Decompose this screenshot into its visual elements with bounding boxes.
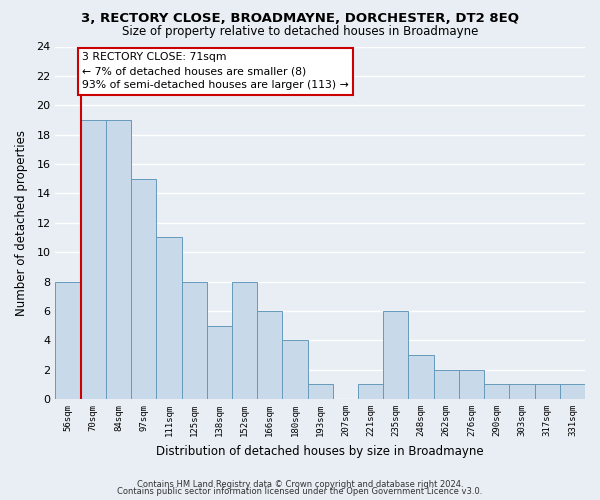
Bar bbox=[535, 384, 560, 399]
Bar bbox=[232, 282, 257, 399]
Text: 3 RECTORY CLOSE: 71sqm
← 7% of detached houses are smaller (8)
93% of semi-detac: 3 RECTORY CLOSE: 71sqm ← 7% of detached … bbox=[82, 52, 349, 90]
Text: Contains public sector information licensed under the Open Government Licence v3: Contains public sector information licen… bbox=[118, 487, 482, 496]
Bar bbox=[409, 355, 434, 399]
Bar bbox=[308, 384, 333, 399]
Bar bbox=[383, 311, 409, 399]
Bar bbox=[283, 340, 308, 399]
Bar bbox=[257, 311, 283, 399]
Text: Contains HM Land Registry data © Crown copyright and database right 2024.: Contains HM Land Registry data © Crown c… bbox=[137, 480, 463, 489]
Y-axis label: Number of detached properties: Number of detached properties bbox=[15, 130, 28, 316]
Bar bbox=[459, 370, 484, 399]
Bar bbox=[131, 178, 157, 399]
Text: 3, RECTORY CLOSE, BROADMAYNE, DORCHESTER, DT2 8EQ: 3, RECTORY CLOSE, BROADMAYNE, DORCHESTER… bbox=[81, 12, 519, 26]
Bar bbox=[560, 384, 585, 399]
Bar bbox=[509, 384, 535, 399]
X-axis label: Distribution of detached houses by size in Broadmayne: Distribution of detached houses by size … bbox=[157, 444, 484, 458]
Bar bbox=[484, 384, 509, 399]
Bar bbox=[434, 370, 459, 399]
Bar bbox=[157, 238, 182, 399]
Text: Size of property relative to detached houses in Broadmayne: Size of property relative to detached ho… bbox=[122, 25, 478, 38]
Bar bbox=[207, 326, 232, 399]
Bar bbox=[182, 282, 207, 399]
Bar bbox=[106, 120, 131, 399]
Bar bbox=[358, 384, 383, 399]
Bar bbox=[55, 282, 80, 399]
Bar bbox=[80, 120, 106, 399]
